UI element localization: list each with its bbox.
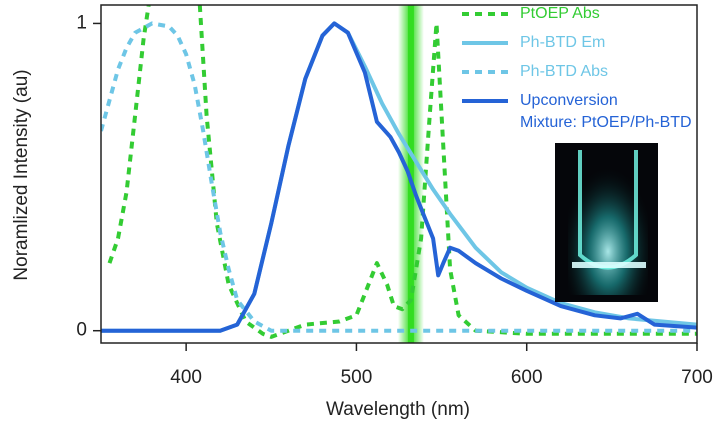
x-tick-label: 400 bbox=[170, 367, 202, 388]
legend-label: Ph-BTD Em bbox=[520, 34, 605, 51]
annotation: Mixture: PtOEP/Ph-BTD bbox=[520, 114, 692, 131]
plot-frame bbox=[100, 4, 698, 344]
x-tick-label: 500 bbox=[341, 367, 373, 388]
series-line bbox=[101, 21, 697, 333]
inset-photo bbox=[555, 143, 658, 302]
x-axis-label: Wavelength (nm) bbox=[326, 399, 470, 420]
y-tick-label: 0 bbox=[76, 320, 87, 341]
y-tick-label: 1 bbox=[76, 12, 87, 33]
y-axis-label: Noramlized Intensity (au) bbox=[11, 69, 32, 280]
series-line bbox=[101, 21, 697, 333]
x-tick-label: 700 bbox=[681, 367, 713, 388]
plot-area bbox=[101, 5, 697, 343]
legend-label: PtOEP Abs bbox=[520, 5, 600, 22]
legend-label: Upconversion bbox=[520, 92, 618, 109]
legend-label: Ph-BTD Abs bbox=[520, 63, 608, 80]
x-tick-label: 600 bbox=[511, 367, 543, 388]
